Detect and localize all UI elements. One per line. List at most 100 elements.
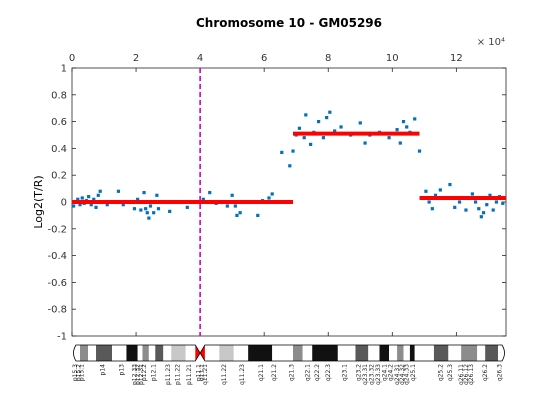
ideogram-band [72,345,81,361]
data-point [448,182,452,187]
data-point [225,204,229,208]
data-point [363,141,367,145]
data-point [270,192,274,196]
x-tick-label: 0 [69,53,75,64]
ideogram-band [485,345,498,361]
band-label: p12.1 [151,364,158,381]
ideogram-band [155,345,164,361]
x-tick-label: 8 [325,53,331,64]
data-point [185,205,189,209]
x-tick-label: 4 [197,53,203,64]
data-point [413,117,417,121]
band-label: q24.33 [404,364,411,385]
data-point [427,200,431,204]
ideogram-band [337,345,356,361]
data-point [401,120,406,124]
band-label: p13 [119,364,126,376]
data-point [358,121,362,125]
band-label: q22.2 [314,364,321,381]
y-axis-label: Log2(T/R) [32,175,45,228]
band-label: q26.2 [482,364,489,381]
data-point [477,207,481,211]
ideogram-band [397,345,404,361]
data-point [156,207,161,211]
data-point [78,203,82,207]
data-point [144,207,148,211]
band-label: p11.1 [196,364,203,381]
band-label: p12.33 [131,364,138,385]
band-label: q24.2 [388,364,395,381]
data-point [288,164,292,168]
x-exponent-label: × 10⁴ [477,37,505,48]
data-point [230,193,234,197]
y-tick-label: 1 [61,64,67,75]
ideogram-outline-q-arm [199,344,505,362]
data-point [145,211,149,215]
data-point [304,113,308,117]
band-label: p14 [99,364,106,376]
data-point [96,193,100,197]
data-point [89,203,93,207]
centromere-marker [200,345,205,361]
data-point [398,141,402,145]
ideogram-band [312,345,338,361]
data-point [325,115,329,120]
band-label: q26.11 [458,364,465,385]
band-label: q23.2 [356,364,363,381]
data-point [485,203,489,207]
data-point [136,197,140,201]
ideogram-band [126,345,138,361]
data-point [433,193,438,197]
data-point [417,149,422,153]
data-point [98,189,102,193]
data-point [87,195,91,199]
y-tick-label: -0.2 [47,224,67,235]
band-label: q26.12 [463,364,470,385]
ideogram-band [497,345,506,361]
ideogram-band [272,345,294,361]
ideogram-band [461,345,478,361]
ideogram-band [293,345,303,361]
data-point [152,211,156,215]
ideogram-band [96,345,113,361]
y-tick-label: -0.8 [47,305,67,316]
band-label: q22.3 [325,364,332,381]
band-label: p15.2 [75,364,82,381]
data-point [280,150,284,155]
centromere-marker [195,345,201,361]
band-label: q23.33 [375,364,382,385]
y-tick-label: 0.4 [51,144,67,155]
ideogram-band [204,345,220,361]
data-point [121,203,125,207]
data-point [201,197,205,201]
band-label: p12.31 [138,364,145,385]
data-point [494,200,498,204]
band-label: q25.2 [437,364,444,381]
x-tick-label: 6 [261,53,267,64]
band-label: q21.3 [288,364,295,381]
data-point [457,200,462,204]
band-label: q23.1 [341,364,348,381]
band-label: q25.1 [410,364,417,381]
y-tick-label: 0.2 [51,171,67,182]
band-label: p11.23 [165,364,172,385]
x-tick-label: 12 [450,53,463,64]
data-point [291,149,295,153]
ideogram-band [137,345,143,361]
band-label: q22.1 [304,364,311,381]
plot-area: 0 2 4 6 8 10 12 -1 -0.8 -0.6 -0.4 -0.2 0 0.2 0.4 0.6 0.8… [47,53,507,343]
y-tick-label: -1 [57,332,67,343]
y-tick-label: 0.6 [51,117,67,128]
data-point [473,200,478,204]
band-label: q26.3 [497,364,504,381]
ideogram-band [163,345,172,361]
ideogram-band [185,345,196,361]
data-point [139,208,143,212]
ideogram-band [302,345,313,361]
data-point [76,197,80,201]
ideogram-outline-p-arm [73,344,201,362]
data-point [424,189,428,193]
data-point [142,191,146,195]
data-point [317,120,321,124]
band-label: q24.31 [394,364,401,385]
